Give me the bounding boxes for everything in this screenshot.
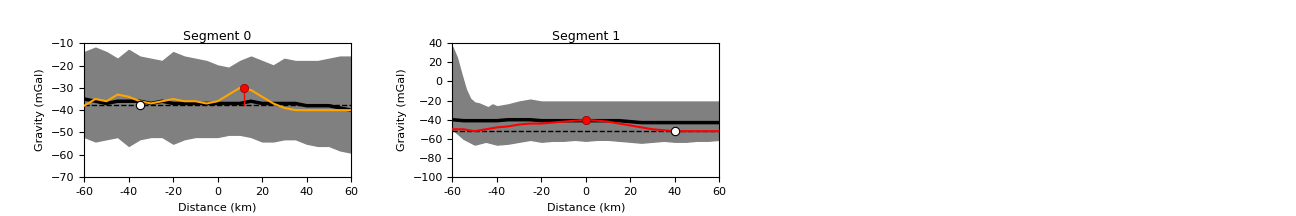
- Title: Segment 1: Segment 1: [552, 30, 619, 43]
- X-axis label: Distance (km): Distance (km): [179, 202, 257, 212]
- Y-axis label: Gravity (mGal): Gravity (mGal): [397, 69, 407, 151]
- Y-axis label: Gravity (mGal): Gravity (mGal): [35, 69, 45, 151]
- X-axis label: Distance (km): Distance (km): [547, 202, 625, 212]
- Title: Segment 0: Segment 0: [184, 30, 251, 43]
